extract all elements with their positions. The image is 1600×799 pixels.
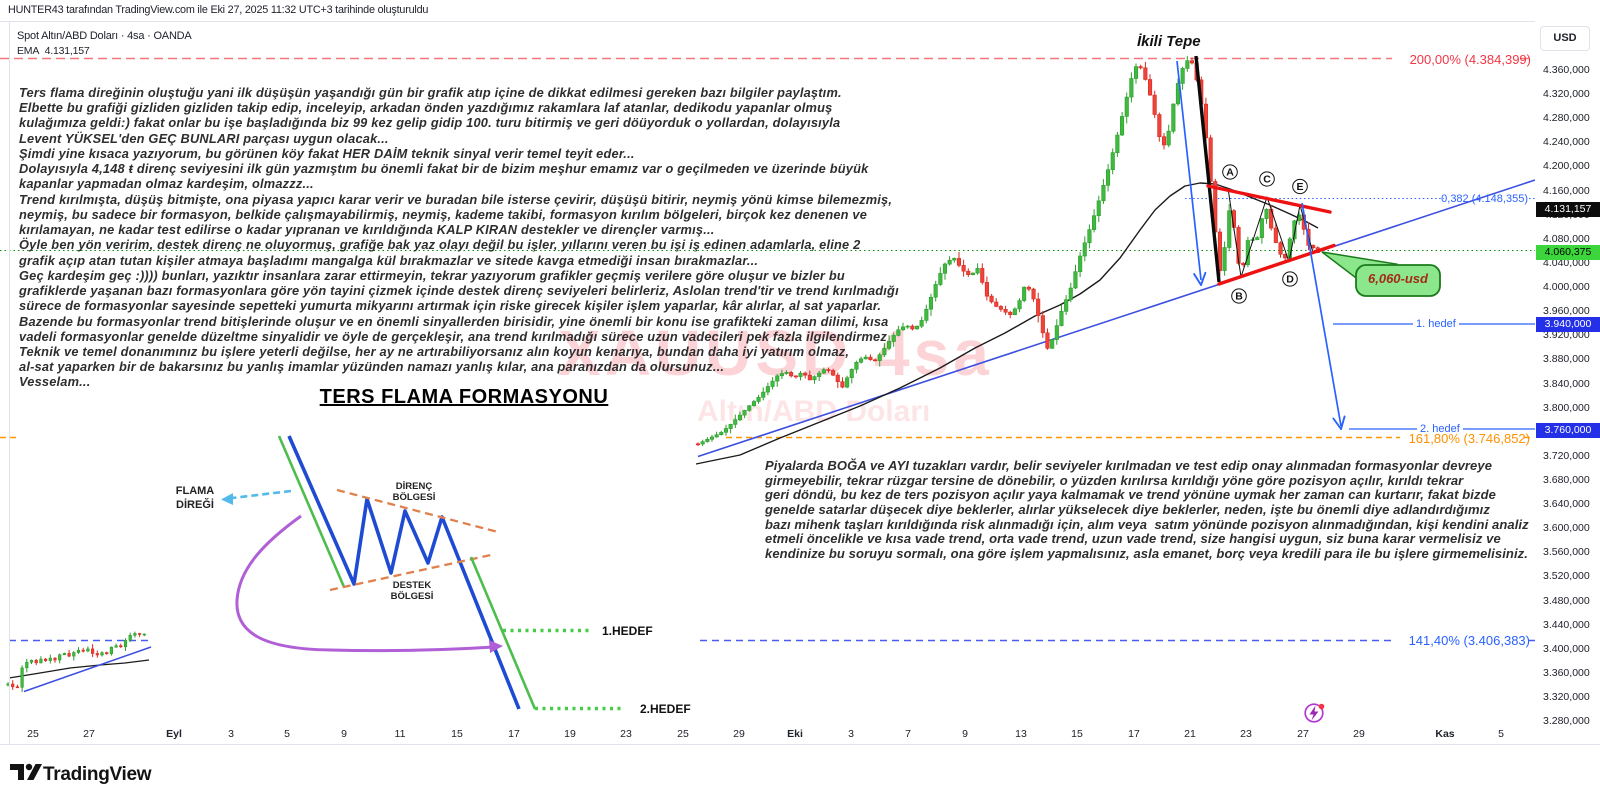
svg-text:A: A xyxy=(1226,166,1234,178)
svg-text:C: C xyxy=(1263,173,1271,185)
svg-text:D: D xyxy=(1286,273,1294,285)
svg-text:E: E xyxy=(1296,181,1303,193)
svg-text:B: B xyxy=(1235,290,1243,302)
